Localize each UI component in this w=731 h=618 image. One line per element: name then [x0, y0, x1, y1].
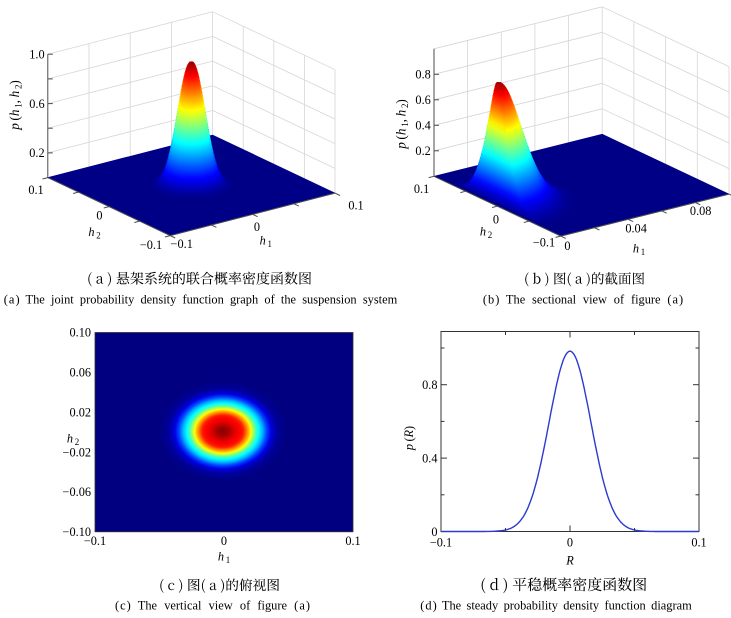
svg-text:0.6: 0.6 — [29, 97, 44, 111]
svg-text:0.2: 0.2 — [29, 146, 44, 160]
svg-text:0.8: 0.8 — [415, 68, 430, 82]
svg-text:−0.1: −0.1 — [84, 534, 106, 548]
svg-text:h 1​: h 1​ — [218, 550, 230, 566]
svg-text:0.1: 0.1 — [345, 534, 360, 548]
svg-text:0: 0 — [431, 525, 437, 539]
svg-text:−0.1: −0.1 — [430, 535, 452, 549]
svg-text:0.04: 0.04 — [625, 222, 647, 236]
svg-text:0.1: 0.1 — [348, 198, 363, 212]
svg-text:0.1: 0.1 — [414, 182, 429, 196]
svg-text:−0.1: −0.1 — [533, 235, 555, 249]
svg-text:1.0: 1.0 — [29, 48, 44, 62]
svg-text:0.4: 0.4 — [422, 451, 437, 465]
svg-text:−0.1: −0.1 — [171, 237, 193, 251]
svg-text:−0.1: −0.1 — [140, 238, 162, 252]
svg-text:0.6: 0.6 — [415, 93, 430, 107]
svg-text:h 1​: h 1​ — [260, 234, 272, 250]
svg-text:−0.06: −0.06 — [63, 485, 91, 499]
svg-text:0.2: 0.2 — [415, 144, 430, 158]
svg-text:p (h 1​, h 2​): p (h 1​, h 2​) — [394, 99, 411, 150]
svg-text:0.8: 0.8 — [422, 378, 437, 392]
svg-text:0.08: 0.08 — [690, 204, 712, 218]
svg-text:h 2​: h 2​ — [67, 432, 79, 448]
svg-text:0.4: 0.4 — [415, 119, 430, 133]
svg-text:( c ) The vertical view of fig: ( c ) The vertical view of figure ( a ) — [115, 599, 310, 613]
svg-text:0: 0 — [96, 208, 102, 222]
svg-text:0.06: 0.06 — [69, 366, 91, 380]
svg-text:0.02: 0.02 — [69, 405, 91, 419]
svg-text:0: 0 — [254, 220, 260, 234]
svg-text:h 1​: h 1​ — [633, 242, 645, 258]
svg-text:0: 0 — [493, 212, 499, 226]
svg-text:0.10: 0.10 — [69, 326, 91, 340]
svg-text:0.1: 0.1 — [28, 183, 43, 197]
svg-text:0.1: 0.1 — [691, 535, 706, 549]
svg-text:( d ) The steady probability d: ( d ) The steady probability density fun… — [420, 599, 692, 613]
svg-text:( a ) The joint probability de: ( a ) The joint probability density func… — [4, 293, 398, 307]
svg-text:R: R — [565, 554, 574, 568]
svg-text:h 2​: h 2​ — [480, 225, 492, 241]
svg-text:p (h 1​, h 2​): p (h 1​, h 2​) — [7, 80, 24, 131]
svg-text:0: 0 — [564, 239, 570, 253]
svg-text:0: 0 — [567, 535, 573, 549]
svg-text:p (R): p (R) — [402, 426, 416, 451]
svg-text:( b ) The sectional view of fi: ( b ) The sectional view of figure ( a ) — [483, 293, 683, 307]
svg-text:−0.10: −0.10 — [63, 525, 91, 539]
svg-text:0: 0 — [221, 534, 227, 548]
svg-text:−0.02: −0.02 — [63, 445, 91, 459]
svg-text:h 2​: h 2​ — [88, 225, 100, 241]
